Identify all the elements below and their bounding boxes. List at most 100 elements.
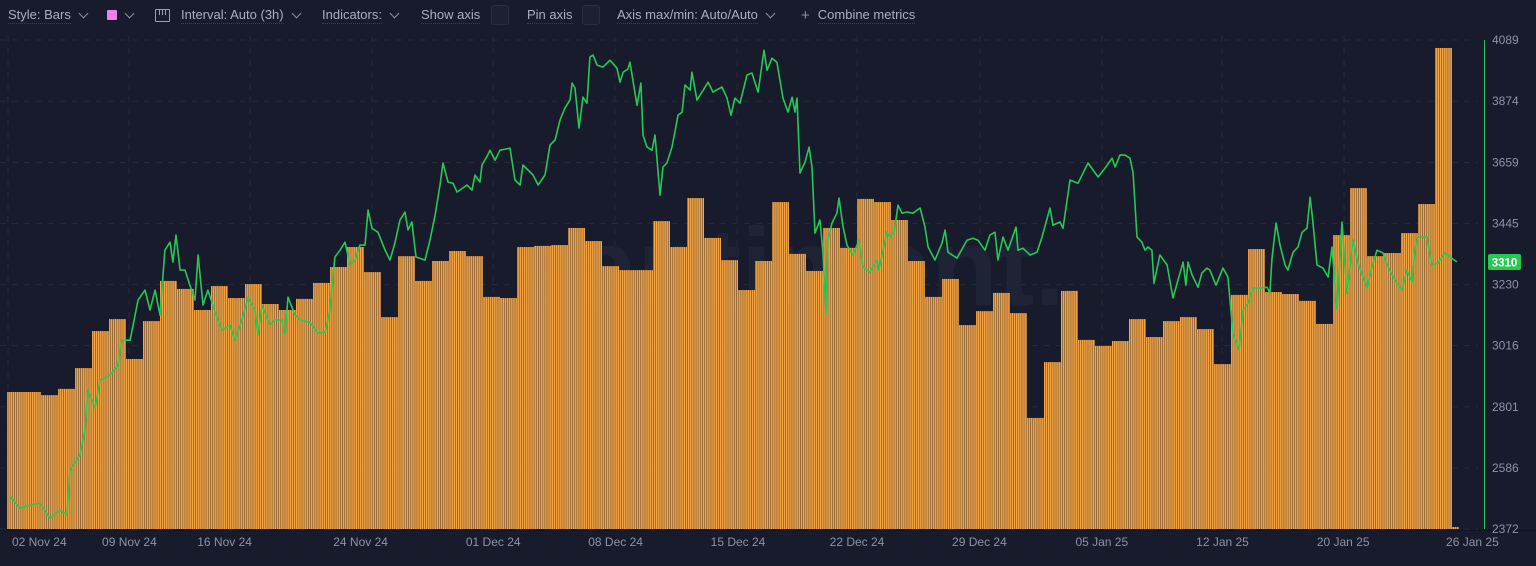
bar <box>959 325 976 529</box>
x-tick-label: 15 Dec 24 <box>711 535 766 549</box>
bar <box>1248 249 1265 529</box>
combine-metrics-label: Combine metrics <box>817 6 916 24</box>
bar <box>1435 47 1452 530</box>
bar <box>908 261 925 529</box>
bar <box>143 321 160 529</box>
bar <box>500 298 517 529</box>
bar <box>1316 323 1333 529</box>
bar <box>1197 329 1214 529</box>
color-swatch <box>107 10 117 20</box>
bar <box>126 358 143 529</box>
bar <box>41 395 58 529</box>
bar <box>1112 341 1129 529</box>
bar <box>279 309 296 529</box>
bar <box>415 280 432 529</box>
bar <box>313 282 330 529</box>
bar <box>772 202 789 530</box>
style-label: Style: Bars <box>8 6 71 24</box>
bar <box>840 247 857 529</box>
bar <box>653 221 670 529</box>
bar <box>806 270 823 529</box>
x-tick-label: 02 Nov 24 <box>12 535 67 549</box>
current-value-label: 3310 <box>1492 258 1518 270</box>
bar <box>449 251 466 529</box>
y-tick-label: 3230 <box>1492 278 1519 292</box>
interval-dropdown[interactable]: Interval: Auto (3h) <box>155 6 302 24</box>
bar <box>602 266 619 529</box>
indicators-label: Indicators: <box>322 6 382 24</box>
indicators-dropdown[interactable]: Indicators: <box>322 6 400 24</box>
bar <box>551 245 568 529</box>
x-tick-label: 16 Nov 24 <box>197 535 252 549</box>
bar <box>534 245 551 529</box>
x-tick-label: 01 Dec 24 <box>466 535 521 549</box>
plus-icon: + <box>801 6 810 24</box>
y-tick-label: 3659 <box>1492 155 1519 169</box>
x-tick-label: 26 Jan 25 <box>1446 535 1499 549</box>
bar <box>296 298 313 529</box>
bar <box>874 202 891 530</box>
bar <box>58 388 75 529</box>
bar <box>891 219 908 529</box>
x-axis-ticks: 02 Nov 24 09 Nov 24 16 Nov 24 24 Nov 24 01 D… <box>12 535 1499 549</box>
bar <box>483 296 500 529</box>
x-tick-label: 05 Jan 25 <box>1075 535 1128 549</box>
bar <box>245 284 262 529</box>
bar <box>109 319 126 529</box>
bar <box>1452 527 1459 529</box>
chart-toolbar: Style: Bars Interval: Auto (3h) Indicato… <box>0 0 1536 30</box>
color-picker[interactable] <box>107 6 135 24</box>
bar <box>1265 292 1282 529</box>
bar <box>262 304 279 529</box>
bar <box>160 280 177 529</box>
y-axis-ticks: 4089 3874 3659 3445 3230 3016 2801 2586 2372 <box>1492 33 1519 536</box>
bar <box>568 227 585 529</box>
current-value-badge: 3310 <box>1488 254 1521 270</box>
bar <box>1214 364 1231 529</box>
combine-metrics-button[interactable]: + Combine metrics <box>801 6 916 24</box>
bar <box>432 261 449 529</box>
bar <box>1078 339 1095 529</box>
bar <box>211 286 228 529</box>
y-tick-label: 4089 <box>1492 33 1519 47</box>
bar <box>670 247 687 529</box>
bar <box>1418 204 1435 530</box>
bar <box>466 256 483 529</box>
bar <box>1384 253 1401 529</box>
bar <box>1146 337 1163 529</box>
bar <box>1299 300 1316 529</box>
x-tick-label: 22 Dec 24 <box>830 535 885 549</box>
bar <box>194 309 211 529</box>
bar <box>1367 256 1384 529</box>
bar <box>704 237 721 529</box>
style-dropdown[interactable]: Style: Bars <box>8 6 89 24</box>
y-tick-label: 2801 <box>1492 400 1519 414</box>
bar <box>24 392 41 529</box>
bar <box>75 368 92 529</box>
axis-maxmin-dropdown[interactable]: Axis max/min: Auto/Auto <box>617 6 776 24</box>
bar <box>517 247 534 529</box>
bar <box>347 247 364 529</box>
y-tick-label: 2586 <box>1492 461 1519 475</box>
bar <box>1163 321 1180 529</box>
show-axis-toggle[interactable]: Show axis <box>421 6 481 24</box>
show-axis-checkbox[interactable] <box>491 5 509 25</box>
pin-axis-toggle[interactable]: Pin axis <box>527 6 573 24</box>
bar <box>1180 317 1197 529</box>
show-axis-label: Show axis <box>421 6 481 24</box>
bar <box>925 296 942 529</box>
bar <box>1095 345 1112 529</box>
bar <box>1129 319 1146 529</box>
x-tick-label: 29 Dec 24 <box>952 535 1007 549</box>
bar <box>585 241 602 529</box>
bar <box>755 261 772 529</box>
y-tick-label: 3445 <box>1492 216 1519 230</box>
bar <box>857 198 874 529</box>
pin-axis-checkbox[interactable] <box>582 5 600 25</box>
x-tick-label: 20 Jan 25 <box>1317 535 1370 549</box>
axis-maxmin-label: Axis max/min: Auto/Auto <box>617 6 758 24</box>
y-tick-label: 2372 <box>1492 522 1519 536</box>
bar <box>1350 188 1367 529</box>
ruler-icon <box>155 8 170 22</box>
